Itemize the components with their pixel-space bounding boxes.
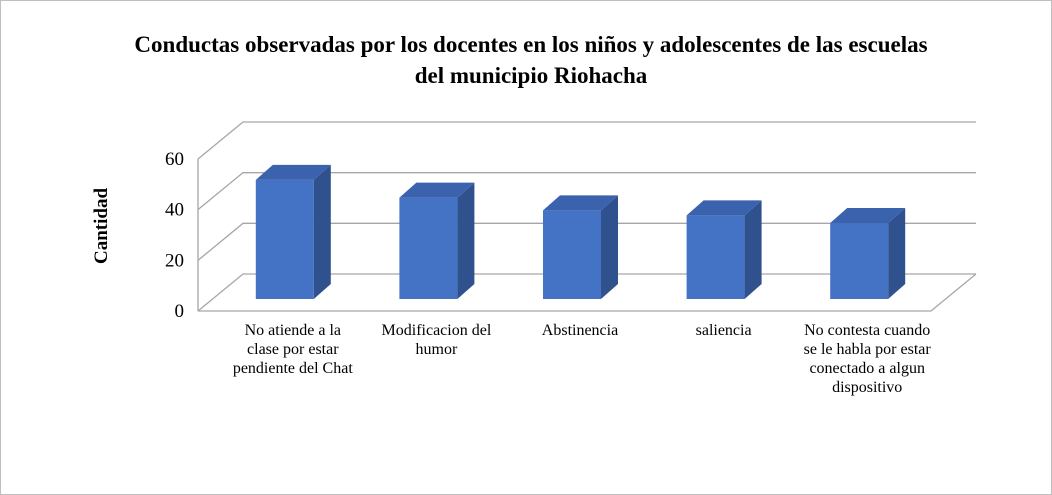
- bar-front: [399, 197, 458, 299]
- bar-front: [255, 179, 314, 299]
- y-tick-label: 60: [165, 149, 184, 170]
- bar-top: [686, 200, 762, 216]
- bar-side: [457, 182, 475, 299]
- bar-front: [543, 210, 601, 299]
- x-tick-label: No contesta cuando se le habla por estar…: [803, 322, 931, 396]
- bar-top: [399, 182, 475, 198]
- bar: [255, 164, 331, 299]
- floor-edge: [198, 273, 977, 312]
- x-tick-label: Abstinencia: [541, 322, 619, 339]
- x-tick-label: No atiende a la clase por estar pendient…: [232, 322, 353, 377]
- x-tick-label: Modificacion del humor: [381, 322, 492, 358]
- x-tick-label: saliencia: [695, 322, 752, 339]
- grid-line: [197, 121, 976, 160]
- bar-top: [830, 208, 906, 223]
- bar-front: [686, 215, 745, 299]
- y-tick-label: 0: [175, 301, 185, 322]
- chart-title: Conductas observadas por los docentes en…: [134, 32, 928, 88]
- bar-top: [543, 195, 618, 211]
- y-tick-label: 40: [165, 200, 184, 221]
- bar: [543, 195, 618, 299]
- bar-top: [255, 164, 331, 180]
- bar-side: [601, 195, 618, 299]
- bar: [830, 208, 906, 299]
- bar: [399, 182, 475, 299]
- bar-side: [744, 200, 762, 299]
- bar-side: [888, 208, 906, 299]
- grid-line: [197, 172, 976, 211]
- bar-front: [830, 223, 889, 299]
- y-tick-label: 20: [165, 250, 184, 271]
- y-axis-label: Cantidad: [91, 188, 112, 264]
- bar-side: [313, 164, 331, 299]
- bar: [686, 200, 762, 299]
